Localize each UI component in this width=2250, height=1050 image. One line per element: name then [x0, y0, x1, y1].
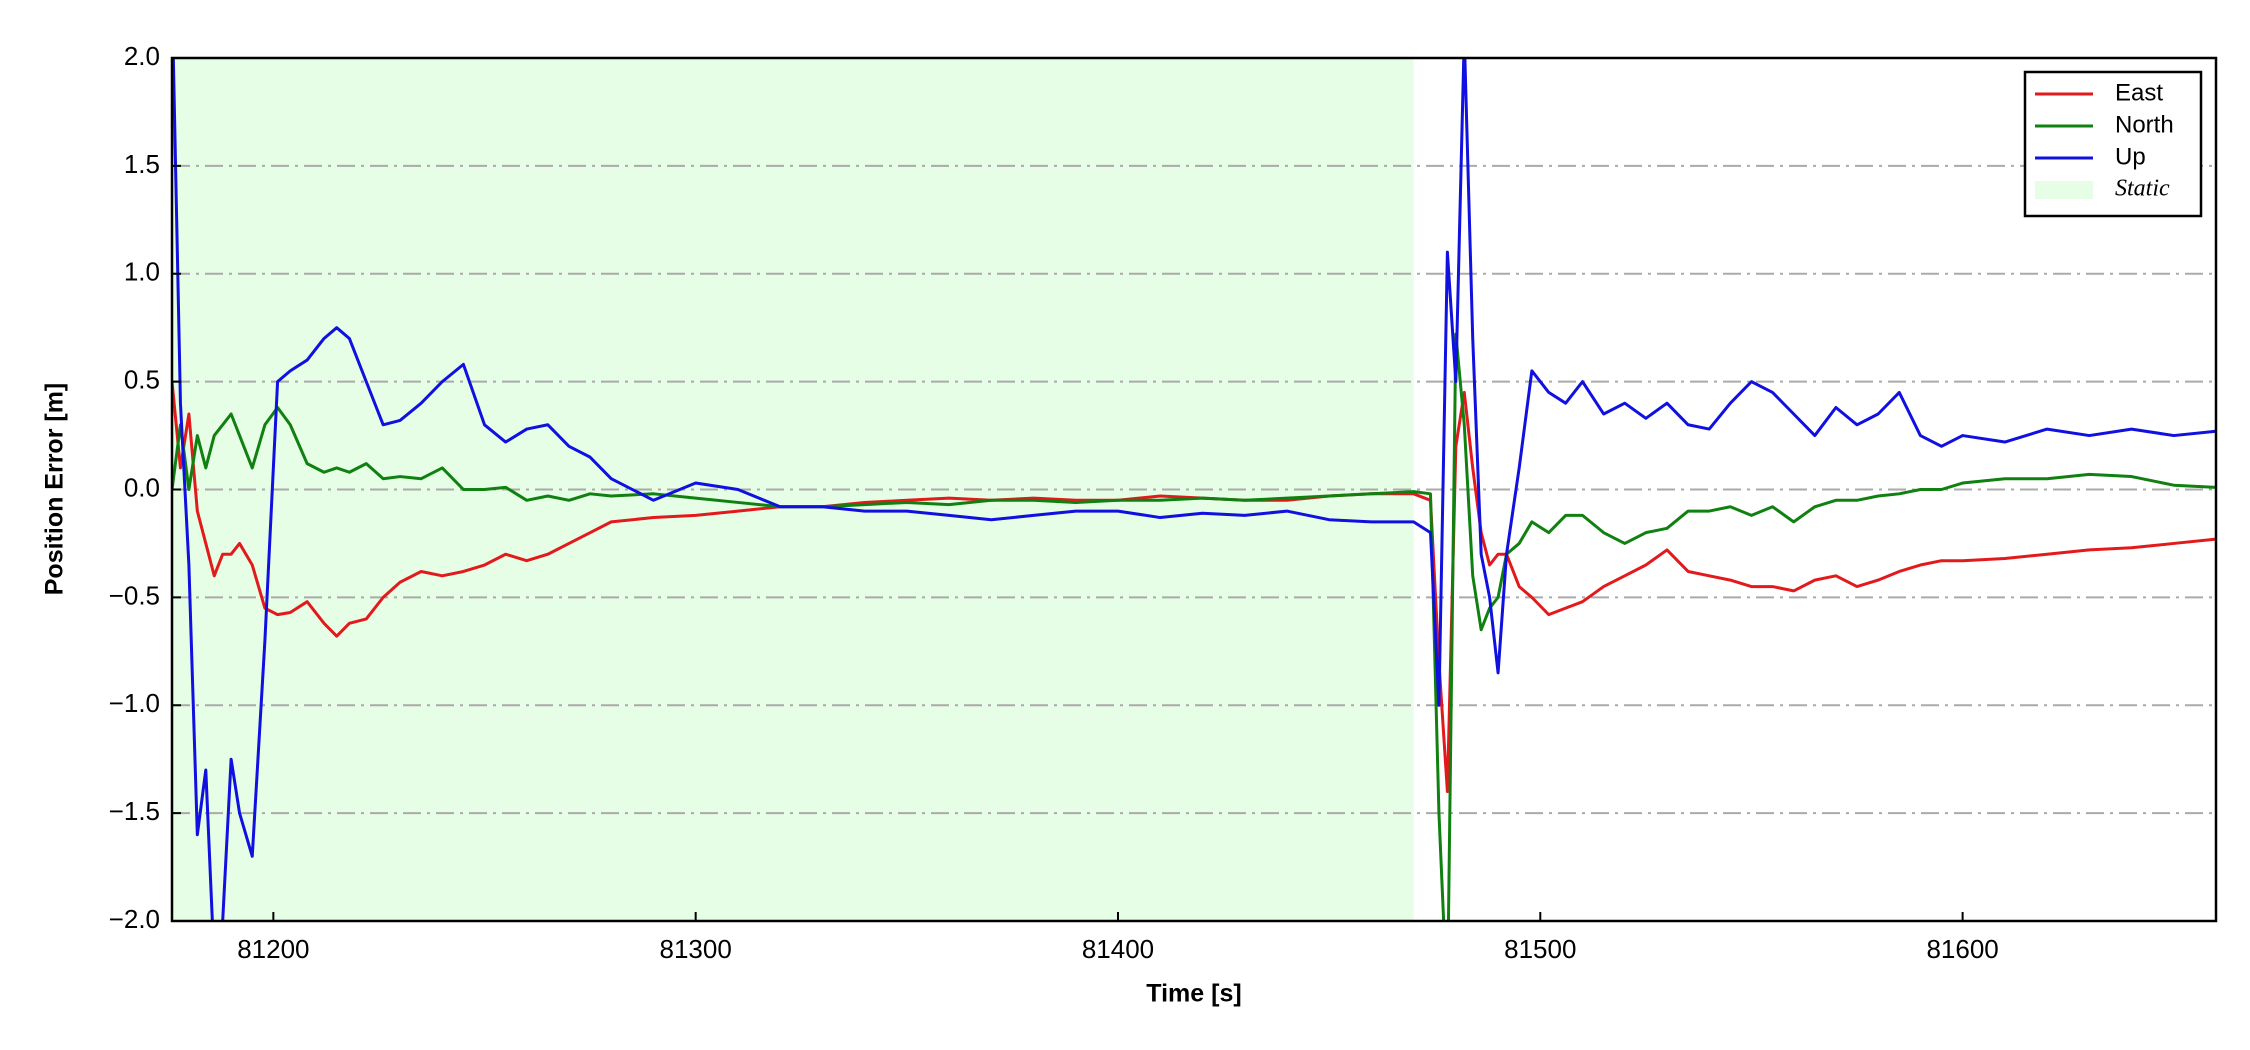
y-tick-label: −1.0 [109, 688, 160, 718]
legend-label: Static [2115, 176, 2170, 202]
x-tick-label: 81400 [1082, 934, 1154, 964]
y-tick-label: 1.5 [124, 149, 160, 179]
y-tick-label: 0.0 [124, 472, 160, 502]
x-tick-label: 81200 [237, 934, 309, 964]
x-tick-label: 81300 [660, 934, 732, 964]
series-line [172, 332, 2216, 921]
x-tick-label: 81500 [1504, 934, 1576, 964]
legend-swatch [2035, 181, 2093, 199]
legend-label: East [2115, 79, 2163, 106]
y-tick-label: 0.5 [124, 365, 160, 395]
y-tick-label: −2.0 [109, 904, 160, 934]
y-axis-title: Position Error [m] [41, 383, 69, 596]
x-tick-label: 81600 [1926, 934, 1998, 964]
y-tick-label: 2.0 [124, 41, 160, 71]
y-tick-label: −0.5 [109, 580, 160, 610]
legend-label: North [2115, 111, 2174, 138]
legend-label: Up [2115, 143, 2146, 170]
y-tick-label: −1.5 [109, 796, 160, 826]
y-tick-label: 1.0 [124, 257, 160, 287]
series-line [172, 58, 2216, 921]
x-axis-title: Time [s] [1146, 980, 1241, 1008]
